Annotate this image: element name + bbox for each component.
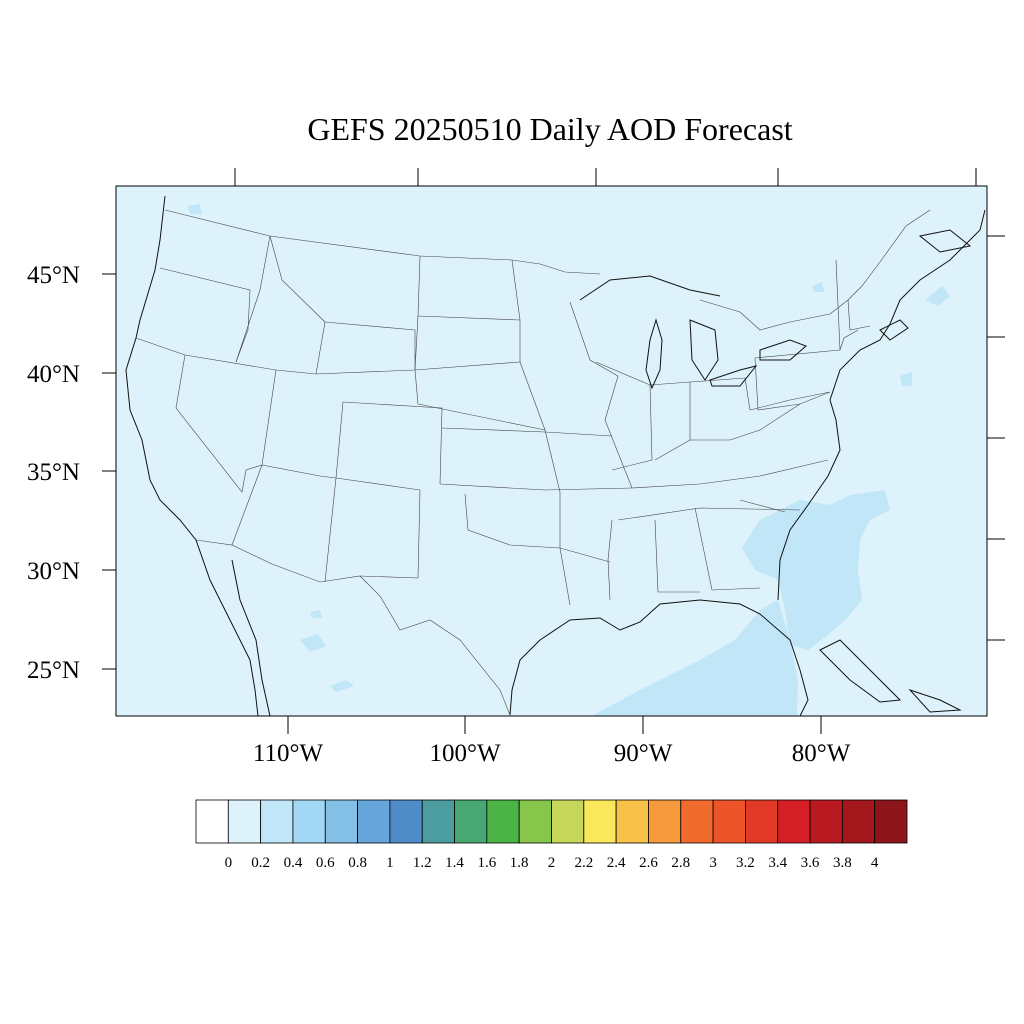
lon-label: 80°W [792, 740, 851, 767]
aod-colorbar [195, 799, 908, 844]
colorbar-swatch [583, 799, 617, 844]
colorbar-swatch [874, 799, 908, 844]
coastlines [125, 195, 986, 717]
colorbar-swatch [648, 799, 682, 844]
lon-label: 90°W [614, 740, 673, 767]
colorbar-tick-label: 0.4 [284, 855, 303, 871]
colorbar-tick-label: 1.4 [445, 855, 464, 871]
colorbar-swatch [551, 799, 585, 844]
colorbar-swatch [712, 799, 746, 844]
colorbar-swatch [745, 799, 779, 844]
colorbar-swatch [518, 799, 552, 844]
colorbar-tick-label: 3.2 [736, 855, 755, 871]
colorbar-tick-label: 4 [871, 855, 879, 871]
colorbar-swatch [486, 799, 520, 844]
map-frame [115, 185, 988, 717]
longitude-labels: 110°W 100°W 90°W 80°W [253, 740, 851, 767]
colorbar-swatch [809, 799, 843, 844]
state-boundaries [135, 209, 931, 716]
aod-0.2-0.4-region [188, 204, 950, 716]
colorbar-swatch [324, 799, 358, 844]
colorbar-swatch [841, 799, 876, 844]
colorbar-swatch [421, 799, 455, 844]
map-title: GEFS 20250510 Daily AOD Forecast [307, 111, 792, 147]
lat-label: 35°N [27, 459, 80, 486]
colorbar-tick-label: 0.2 [251, 855, 270, 871]
colorbar-tick-label: 0.6 [316, 855, 335, 871]
colorbar-tick-label: 1 [386, 855, 394, 871]
colorbar-swatch [227, 799, 262, 844]
colorbar-tick-label: 0 [225, 855, 233, 871]
lat-label: 45°N [27, 262, 80, 289]
colorbar-tick-label: 2.4 [607, 855, 626, 871]
colorbar-tick-label: 3.4 [768, 855, 787, 871]
colorbar-swatch [389, 799, 423, 844]
colorbar-swatch [680, 799, 714, 844]
map-panel [116, 186, 987, 716]
colorbar-swatch [777, 799, 811, 844]
lat-label: 40°N [27, 361, 80, 388]
colorbar-tick-label: 3 [709, 855, 717, 871]
colorbar-swatch [357, 799, 391, 844]
lat-label: 25°N [27, 657, 80, 684]
colorbar-tick-label: 3.8 [833, 855, 852, 871]
colorbar-tick-label: 1.8 [510, 855, 529, 871]
colorbar-swatch [260, 799, 294, 844]
colorbar-tick-label: 2.6 [639, 855, 658, 871]
colorbar-tick-label: 2 [548, 855, 556, 871]
lon-label: 100°W [429, 740, 500, 767]
lon-label: 110°W [253, 740, 324, 767]
colorbar-tick-label: 3.6 [801, 855, 820, 871]
colorbar-swatch [292, 799, 326, 844]
latitude-labels: 45°N 40°N 35°N 30°N 25°N [27, 262, 80, 684]
colorbar-swatch [195, 799, 229, 844]
axis-ticks [102, 168, 1005, 734]
lat-label: 30°N [27, 558, 80, 585]
colorbar-swatch [454, 799, 488, 844]
colorbar-tick-label: 2.2 [574, 855, 593, 871]
colorbar-tick-label: 2.8 [671, 855, 690, 871]
colorbar-swatch [615, 799, 649, 844]
colorbar-tick-label: 0.8 [348, 855, 367, 871]
colorbar-tick-label: 1.6 [477, 855, 496, 871]
colorbar-labels: 0 0.2 0.4 0.6 0.8 1 1.2 1.4 1.6 1.8 2 2.2 2.4 2.6 2.8 3… [225, 855, 879, 871]
colorbar-tick-label: 1.2 [413, 855, 432, 871]
